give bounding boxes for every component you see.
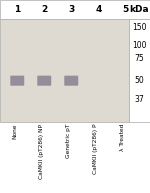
Text: 4: 4: [95, 5, 101, 14]
FancyBboxPatch shape: [129, 19, 150, 122]
FancyBboxPatch shape: [0, 19, 129, 122]
Text: 50: 50: [135, 76, 144, 85]
FancyBboxPatch shape: [0, 0, 150, 19]
Text: 75: 75: [135, 54, 144, 63]
Text: CaMKII (pT286) NP: CaMKII (pT286) NP: [39, 124, 44, 179]
Text: None: None: [12, 124, 17, 139]
Text: CaMKII (pT286) P: CaMKII (pT286) P: [93, 124, 98, 174]
Text: 5: 5: [122, 5, 128, 14]
Text: Genetric pT: Genetric pT: [66, 124, 71, 158]
Text: 100: 100: [132, 41, 147, 50]
FancyBboxPatch shape: [64, 76, 78, 86]
Text: 37: 37: [135, 95, 144, 104]
Text: λ Treated: λ Treated: [120, 124, 125, 151]
Text: 1: 1: [14, 5, 20, 14]
Text: 3: 3: [68, 5, 74, 14]
Text: kDa: kDa: [130, 5, 149, 14]
FancyBboxPatch shape: [37, 76, 51, 86]
FancyBboxPatch shape: [10, 76, 24, 86]
Text: 150: 150: [132, 23, 147, 32]
Text: 2: 2: [41, 5, 47, 14]
